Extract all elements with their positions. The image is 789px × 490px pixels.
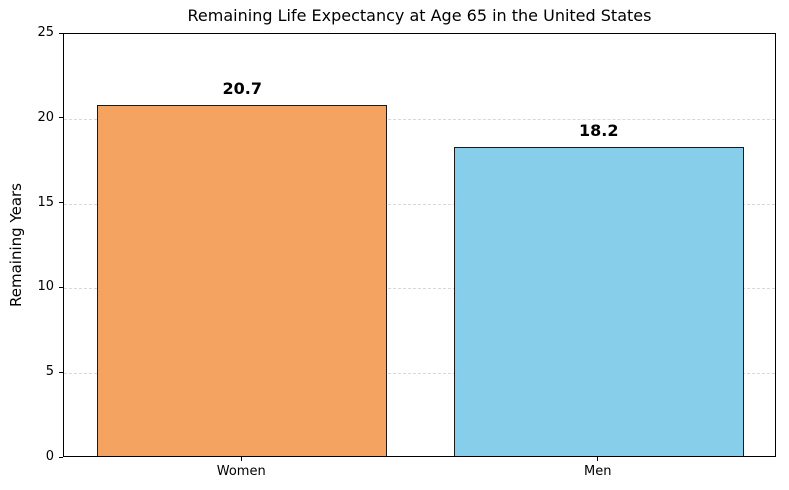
y-tick-label-20: 20 [37, 109, 54, 125]
y-tick-mark [59, 117, 63, 119]
x-tick-label-men: Men [584, 464, 612, 479]
bar-value-label-women: 20.7 [222, 78, 262, 98]
bar-value-label-men: 18.2 [579, 121, 619, 141]
gridline-y-15 [64, 203, 775, 205]
plot-area: 20.7 18.2 [63, 33, 776, 457]
y-tick-mark [59, 202, 63, 204]
y-tick-label-15: 15 [37, 194, 54, 210]
y-tick-label-25: 25 [37, 25, 54, 40]
x-tick-label-women: Women [216, 464, 266, 479]
x-tick-mark [597, 457, 599, 461]
gridline-y-10 [64, 288, 775, 290]
y-tick-mark [59, 32, 63, 34]
x-tick-mark [240, 457, 242, 461]
y-tick-mark [59, 456, 63, 458]
y-tick-label-0: 0 [45, 449, 54, 464]
chart-title: Remaining Life Expectancy at Age 65 in t… [187, 6, 652, 25]
y-tick-label-5: 5 [45, 364, 54, 380]
gridline-y-5 [64, 373, 775, 375]
y-tick-label-10: 10 [37, 279, 54, 295]
y-tick-mark [59, 371, 63, 373]
bar-women [97, 104, 388, 456]
gridline-y-20 [64, 118, 775, 120]
bar-men [453, 147, 744, 456]
y-tick-mark [59, 286, 63, 288]
y-axis-label-container: Remaining Years [0, 33, 32, 457]
